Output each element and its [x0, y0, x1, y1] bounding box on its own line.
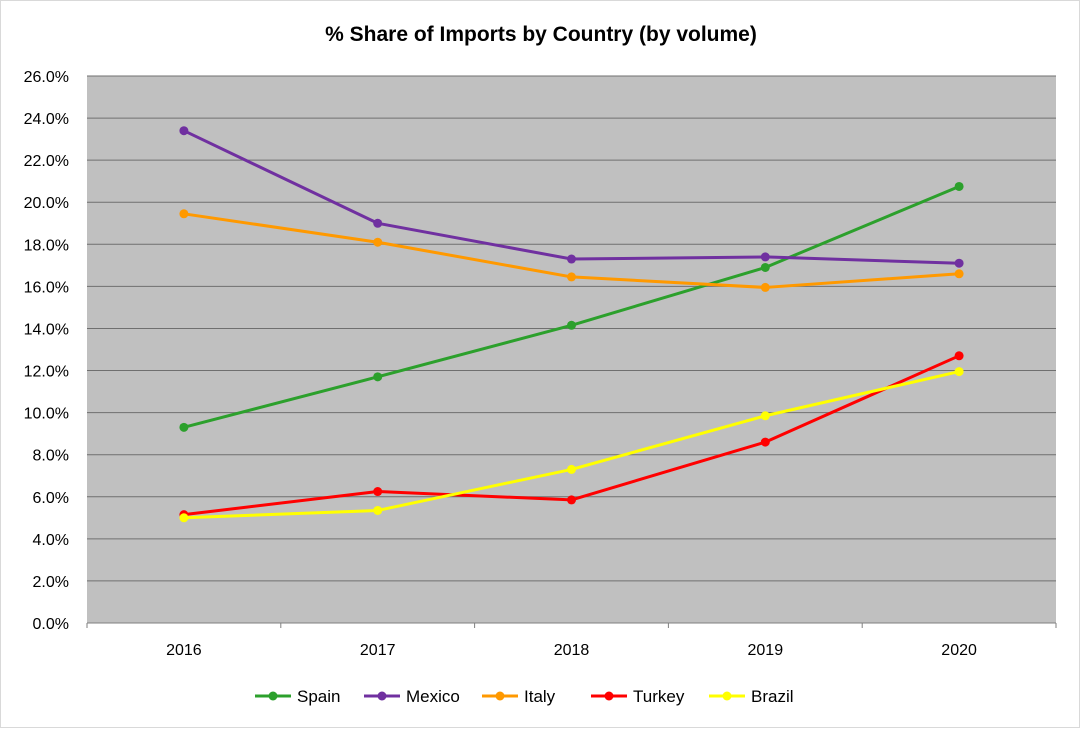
data-point-brazil: [567, 464, 576, 474]
data-point-italy: [567, 272, 576, 282]
data-point-mexico: [373, 218, 383, 228]
x-tick-label: 2020: [941, 642, 977, 659]
x-tick-label: 2017: [360, 642, 396, 659]
legend-label: Italy: [524, 687, 556, 706]
data-point-spain: [373, 372, 383, 382]
y-tick-label: 8.0%: [33, 448, 69, 465]
data-point-italy: [373, 237, 383, 247]
data-point-spain: [567, 320, 576, 330]
y-tick-label: 24.0%: [24, 111, 69, 128]
data-point-spain: [179, 422, 189, 432]
legend-item-spain: Spain: [255, 687, 340, 706]
legend-label: Mexico: [406, 687, 460, 706]
data-point-italy: [179, 209, 189, 219]
data-point-italy: [954, 269, 964, 279]
data-point-turkey: [760, 437, 770, 447]
legend-swatch-marker: [377, 691, 387, 701]
y-tick-label: 10.0%: [24, 406, 69, 423]
y-tick-label: 0.0%: [33, 616, 69, 633]
y-tick-label: 12.0%: [24, 364, 69, 381]
data-point-spain: [760, 262, 770, 272]
legend-swatch-marker: [495, 691, 505, 701]
legend-label: Spain: [297, 687, 340, 706]
data-point-brazil: [373, 505, 383, 515]
x-tick-label: 2016: [166, 642, 202, 659]
legend-item-brazil: Brazil: [709, 687, 794, 706]
y-tick-label: 6.0%: [33, 490, 69, 507]
y-tick-label: 4.0%: [33, 532, 69, 549]
plot-background: [87, 76, 1056, 623]
legend-swatch-marker: [722, 691, 732, 701]
legend-label: Brazil: [751, 687, 794, 706]
data-point-spain: [954, 181, 964, 191]
y-tick-label: 26.0%: [24, 69, 69, 86]
x-tick-label: 2019: [748, 642, 784, 659]
data-point-brazil: [954, 367, 964, 377]
x-tick-label: 2018: [554, 642, 590, 659]
data-point-turkey: [567, 495, 576, 505]
y-tick-label: 20.0%: [24, 195, 69, 212]
data-point-brazil: [179, 513, 189, 523]
y-tick-label: 16.0%: [24, 279, 69, 296]
legend-swatch-marker: [604, 691, 614, 701]
legend-item-mexico: Mexico: [364, 687, 460, 706]
data-point-turkey: [373, 487, 383, 497]
legend-item-turkey: Turkey: [591, 687, 685, 706]
data-point-mexico: [760, 252, 770, 262]
y-tick-label: 2.0%: [33, 574, 69, 591]
y-tick-label: 14.0%: [24, 321, 69, 338]
data-point-italy: [760, 282, 770, 292]
data-point-mexico: [179, 126, 189, 136]
chart-legend: Spain Mexico Italy Turkey Brazil: [255, 687, 794, 706]
data-point-mexico: [567, 254, 576, 264]
chart-title: % Share of Imports by Country (by volume…: [325, 23, 757, 46]
data-point-turkey: [954, 351, 964, 361]
y-tick-label: 18.0%: [24, 237, 69, 254]
data-point-brazil: [760, 411, 770, 421]
data-point-mexico: [954, 258, 964, 268]
plot-area: 0.0% 2.0% 4.0% 6.0% 8.0% 10.0% 12.0% 14.0% 16.0%…: [24, 69, 1057, 659]
legend-label: Turkey: [633, 687, 685, 706]
legend-swatch-marker: [268, 691, 278, 701]
y-tick-label: 22.0%: [24, 153, 69, 170]
legend-item-italy: Italy: [482, 687, 556, 706]
